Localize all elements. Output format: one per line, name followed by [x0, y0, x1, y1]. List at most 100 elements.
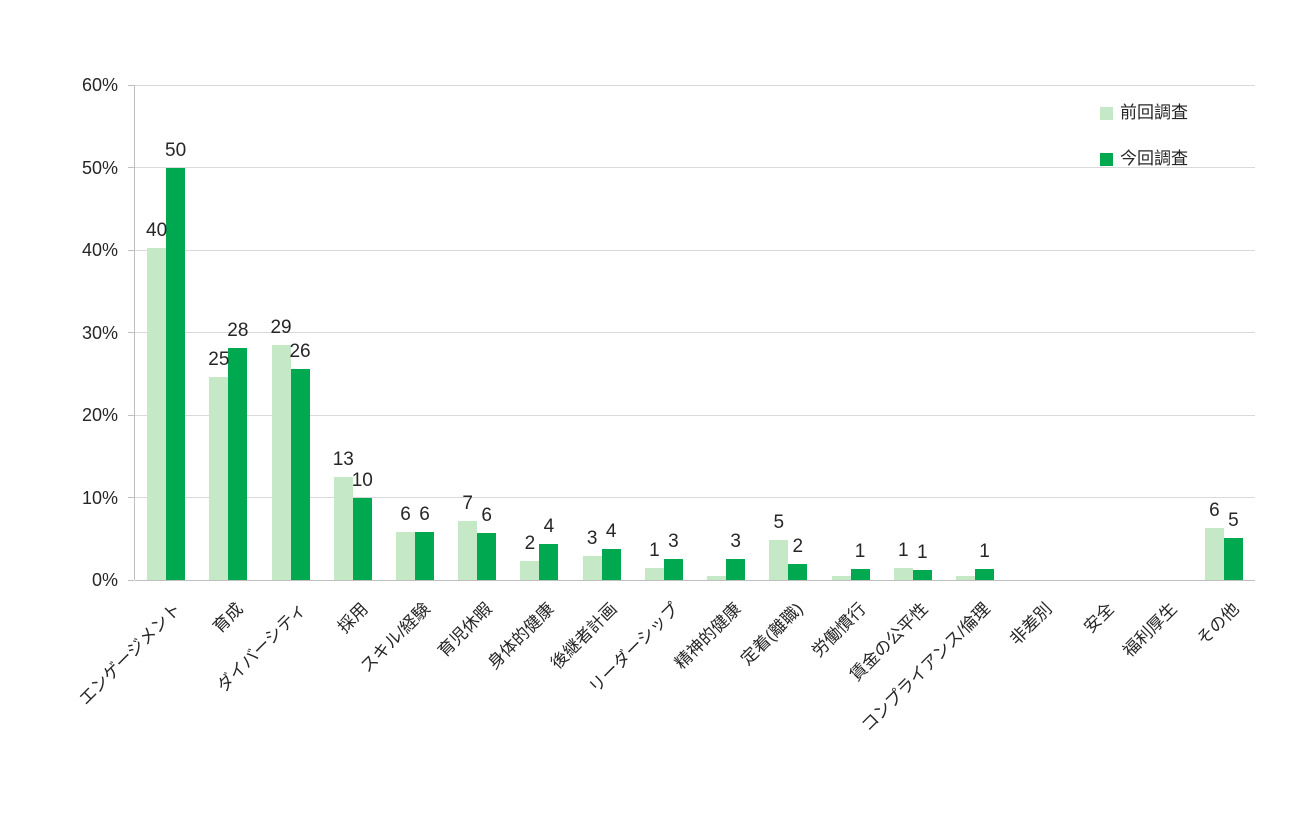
bar-current-survey [663, 559, 683, 580]
bar-previous-survey [956, 575, 975, 580]
x-axis-category-label: 後継者計画 [546, 599, 621, 673]
bar-value-label: 1 [916, 542, 928, 564]
bar-current-survey [975, 569, 994, 580]
bar-value-label: 4 [605, 520, 617, 542]
bar-current-survey [912, 570, 932, 580]
bar-previous-survey [831, 575, 851, 580]
x-axis-category-label: ダイバーシティ [212, 599, 310, 696]
x-axis-category-label: その他 [1193, 599, 1243, 649]
bar-current-survey [850, 569, 870, 580]
bar-current-survey [228, 348, 248, 580]
bar-value-label: 50 [165, 139, 187, 161]
bar-value-label: 3 [586, 528, 598, 550]
x-axis-category-label: コンプライアンス/倫理 [857, 599, 994, 736]
bar-chart: 0% 10% 20% 30% 40% 50% 60% 40 25 29 13 6 7 2 3 1 5 1 6 50 28… [75, 75, 1255, 735]
bar-current-survey [415, 532, 434, 580]
bar-value-label: 3 [730, 531, 741, 553]
x-axis-category-label: 賃金の公平性 [845, 599, 932, 685]
bar-previous-survey [209, 377, 229, 580]
y-axis-tick-mark [128, 84, 134, 86]
bar-current-survey [477, 532, 497, 580]
y-axis-tick-label: 40% [81, 240, 118, 260]
y-axis-tick-mark [128, 332, 134, 333]
y-axis-tick-label: 30% [81, 322, 118, 343]
legend: 前回調査 今回調査 [1100, 103, 1188, 195]
x-axis-category-label: 安全 [1080, 599, 1119, 637]
gridline [135, 249, 1255, 251]
x-axis-category-label: 身体的健康 [484, 599, 559, 673]
legend-item-previous-survey: 前回調査 [1100, 103, 1188, 123]
bar-value-label: 28 [227, 320, 249, 342]
y-axis-tick-label: 60% [81, 75, 118, 95]
legend-swatch-previous-survey [1100, 106, 1113, 120]
bar-value-label: 6 [1209, 500, 1220, 522]
bar-value-label: 40 [146, 219, 168, 241]
y-axis-tick-label: 20% [81, 405, 118, 425]
y-axis-tick-label: 10% [81, 487, 118, 508]
x-axis-category-label: 非差別 [1006, 599, 1056, 649]
y-axis-tick-mark [128, 167, 134, 168]
y-axis-tick-label: 50% [81, 157, 118, 178]
gridline [135, 497, 1255, 498]
x-axis-category-label: 定着(離職) [737, 599, 808, 669]
gridline [135, 414, 1255, 416]
bar-value-label: 25 [208, 349, 230, 371]
bar-value-label: 1 [649, 540, 660, 562]
bar-value-label: 4 [543, 515, 555, 537]
bar-previous-survey [1204, 528, 1224, 580]
y-axis-line [134, 85, 135, 580]
x-axis-category-label: 福利厚生 [1118, 599, 1181, 661]
bar-previous-survey [333, 476, 353, 580]
bar-value-label: 5 [1228, 509, 1239, 531]
y-axis-tick-mark [128, 249, 134, 251]
x-axis-category-label: 労働慣行 [807, 599, 870, 661]
gridline [135, 167, 1255, 168]
bar-value-label: 6 [481, 504, 492, 526]
x-axis-category-label: 採用 [334, 599, 372, 637]
bar-current-survey [166, 167, 186, 580]
legend-label-current-survey: 今回調査 [1120, 149, 1188, 168]
bar-previous-survey [644, 568, 664, 580]
bar-current-survey [1223, 537, 1243, 580]
x-axis-category-label: スキル/経験 [356, 599, 434, 677]
bar-value-label: 2 [792, 535, 804, 557]
x-axis-line [135, 579, 1255, 581]
x-axis-category-label: リーダーシップ [585, 599, 683, 697]
bar-previous-survey [769, 540, 789, 580]
gridline [135, 84, 1255, 86]
bar-value-label: 10 [351, 469, 373, 491]
bar-previous-survey [271, 344, 291, 580]
bar-value-label: 1 [854, 541, 866, 563]
bar-current-survey [352, 497, 372, 580]
x-axis-category-label: 精神的健康 [671, 599, 745, 673]
bar-previous-survey [582, 556, 602, 580]
bar-value-label: 1 [897, 540, 909, 562]
bar-previous-survey [458, 520, 478, 580]
x-axis-category-label: 育児休暇 [434, 599, 496, 661]
bar-value-label: 26 [289, 340, 311, 362]
bar-value-label: 1 [979, 541, 990, 563]
bar-current-survey [788, 563, 808, 580]
legend-swatch-current-survey [1100, 152, 1113, 166]
bar-value-label: 5 [773, 512, 785, 534]
bar-value-label: 2 [524, 533, 536, 555]
bar-value-label: 6 [400, 504, 411, 526]
bar-current-survey [539, 543, 559, 580]
bar-value-label: 13 [332, 448, 354, 470]
bar-current-survey [726, 559, 746, 580]
bar-previous-survey [396, 532, 415, 580]
bar-previous-survey [520, 561, 540, 580]
bar-current-survey [601, 548, 621, 580]
y-axis-tick-label: 0% [91, 570, 118, 590]
bar-current-survey [290, 368, 310, 580]
bar-previous-survey [147, 247, 167, 580]
bar-previous-survey [707, 575, 727, 580]
bar-value-label: 7 [462, 492, 473, 514]
bar-value-label: 29 [270, 316, 292, 338]
legend-label-previous-survey: 前回調査 [1120, 103, 1188, 122]
bar-value-label: 3 [668, 531, 679, 553]
bar-previous-survey [893, 568, 913, 580]
bar-value-label: 6 [419, 504, 430, 526]
legend-item-current-survey: 今回調査 [1100, 149, 1188, 169]
x-axis-category-label: 育成 [209, 599, 248, 637]
